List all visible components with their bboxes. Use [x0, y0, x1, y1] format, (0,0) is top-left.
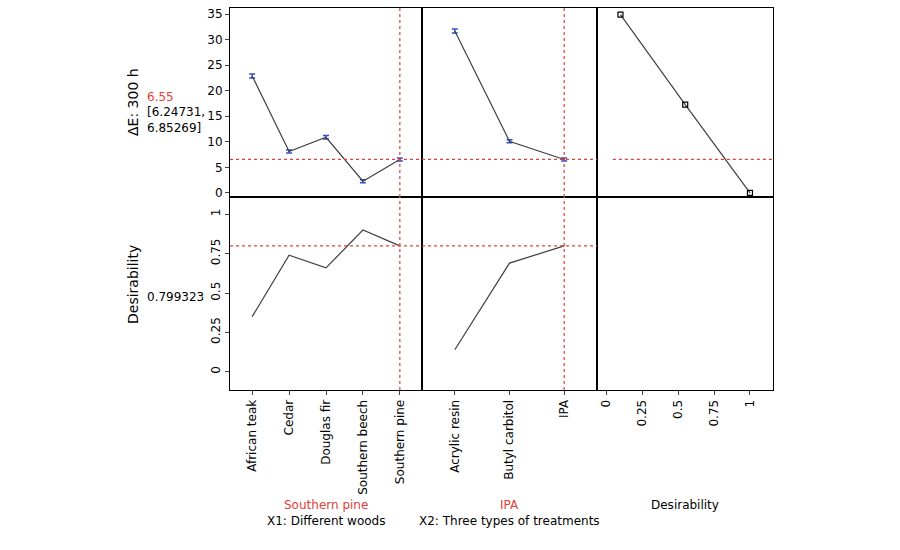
svg-text:Southern pine: Southern pine	[284, 498, 368, 512]
svg-text:0: 0	[209, 366, 223, 374]
svg-text:X1: Different woods: X1: Different woods	[267, 514, 385, 528]
svg-text:0.25: 0.25	[635, 400, 649, 427]
svg-text:0.799323: 0.799323	[147, 290, 204, 304]
svg-text:10: 10	[207, 135, 222, 149]
svg-text:5: 5	[215, 161, 223, 175]
svg-text:Southern beech: Southern beech	[356, 400, 370, 495]
svg-text:ΔE: 300 h: ΔE: 300 h	[125, 68, 141, 136]
svg-text:Cedar: Cedar	[282, 400, 296, 436]
svg-text:African teak: African teak	[245, 400, 259, 472]
svg-text:0.25: 0.25	[209, 317, 223, 344]
svg-text:Douglas fir: Douglas fir	[319, 400, 333, 465]
svg-text:Southern pine: Southern pine	[393, 400, 407, 484]
svg-text:0.5: 0.5	[209, 282, 223, 301]
svg-text:0: 0	[215, 186, 223, 200]
svg-text:X2: Three types of treatments: X2: Three types of treatments	[419, 514, 600, 528]
svg-text:0: 0	[599, 400, 613, 408]
svg-text:1: 1	[743, 400, 757, 408]
svg-text:Desirability: Desirability	[125, 245, 141, 324]
svg-text:30: 30	[207, 33, 222, 47]
svg-text:0.75: 0.75	[209, 239, 223, 266]
svg-text:6.55: 6.55	[147, 90, 174, 104]
svg-text:1: 1	[209, 209, 223, 217]
svg-text:25: 25	[207, 58, 222, 72]
svg-text:0.75: 0.75	[707, 400, 721, 427]
svg-text:0.5: 0.5	[671, 400, 685, 419]
svg-text:35: 35	[207, 7, 222, 21]
svg-text:15: 15	[207, 109, 222, 123]
svg-text:Desirability: Desirability	[651, 498, 719, 512]
svg-text:[6.24731,6.85269]: [6.24731,6.85269]	[147, 105, 205, 135]
svg-text:20: 20	[207, 84, 222, 98]
svg-text:IPA: IPA	[500, 498, 519, 512]
svg-text:IPA: IPA	[557, 399, 571, 418]
svg-text:Acrylic resin: Acrylic resin	[448, 400, 462, 473]
svg-text:Butyl carbitol: Butyl carbitol	[502, 400, 516, 480]
